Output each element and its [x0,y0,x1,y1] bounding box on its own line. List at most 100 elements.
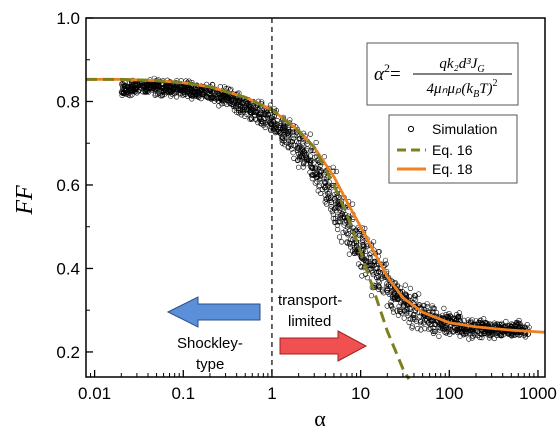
axis-ticks: 0.01 0.1 1 10 100 1000 0.2 0.4 0.6 0.8 1.0 [56,9,557,403]
simulation-point [368,262,374,269]
simulation-point [181,84,187,90]
simulation-point [230,103,236,110]
simulation-point [339,239,345,245]
simulation-point [198,95,204,102]
simulation-point [387,284,393,290]
formula-lhs-exponent: 2 [384,61,390,75]
simulation-point [347,241,353,247]
simulation-point [406,294,413,300]
simulation-point [437,325,443,331]
simulation-point [299,147,305,153]
simulation-point [517,323,523,329]
simulation-point [461,317,467,324]
simulation-point [369,261,375,267]
y-tick-label: 0.8 [56,92,80,111]
simulation-point [308,172,315,178]
simulation-point [514,331,521,338]
simulation-point [332,216,339,222]
simulation-point [379,288,385,294]
simulation-point [313,139,319,146]
simulation-point [174,86,180,92]
simulation-point [318,168,324,174]
simulation-point [148,85,154,91]
simulation-point [316,168,323,174]
simulation-point [280,123,287,129]
simulation-point [466,330,473,336]
simulation-point [268,121,274,127]
simulation-point [132,85,138,91]
simulation-point [316,184,322,190]
simulation-point [457,328,463,334]
shockley-arrow-shape [166,296,261,328]
simulation-point [494,332,500,339]
simulation-point [288,139,294,145]
simulation-point [317,169,324,175]
legend-eq18-label: Eq. 18 [432,161,473,177]
simulation-point [411,312,417,318]
x-axis-title: α [314,406,326,431]
simulation-point [301,148,307,154]
simulation-point [238,103,244,110]
simulation-point [322,180,329,186]
simulation-point [281,132,287,138]
simulation-point [122,90,128,97]
simulation-point [472,332,478,338]
simulation-point [518,322,524,328]
simulation-point [427,322,433,328]
simulation-point [268,118,274,124]
simulation-point [308,164,314,170]
simulation-point [225,85,231,91]
simulation-point [303,161,309,167]
simulation-point [187,86,193,92]
x-tick-label: 0.01 [78,384,111,403]
simulation-point [143,82,149,88]
simulation-point [246,107,253,113]
simulation-point [371,239,377,245]
simulation-point [348,244,354,250]
simulation-point [427,325,434,332]
simulation-point [221,93,227,99]
simulation-point [216,95,222,101]
simulation-point [278,120,284,126]
simulation-point [326,195,332,202]
simulation-point [267,102,274,108]
transport-limited-label-line1: transport- [278,292,342,309]
simulation-point [209,94,215,100]
simulation-point [422,326,428,332]
simulation-point [286,132,292,138]
simulation-point [309,158,315,164]
x-tick-label: 1 [267,384,276,403]
simulation-point [379,275,385,282]
simulation-point [323,201,330,207]
simulation-point [327,197,333,203]
simulation-point [184,86,190,92]
simulation-point [382,257,389,263]
simulation-point [441,305,447,312]
formula-numerator-main: qk₂d³J [439,56,478,72]
simulation-point [297,143,303,149]
simulation-point [335,226,341,233]
formula-lhs-symbol: α [374,64,385,85]
shockley-type-label-line1: Shockley- [177,335,243,352]
simulation-point [430,306,436,312]
simulation-point [472,331,478,337]
simulation-point [374,265,380,271]
formula-numerator-sub: G [477,64,484,75]
simulation-point [267,119,273,126]
simulation-point [376,279,382,285]
simulation-point [370,272,376,278]
simulation-point [280,121,286,127]
simulation-point [261,111,267,118]
simulation-point [424,318,430,324]
simulation-point [499,320,505,326]
simulation-point [521,332,527,338]
simulation-point [265,114,271,121]
simulation-point [157,90,163,96]
simulation-point [150,81,157,87]
simulation-point [250,109,256,115]
simulation-point [368,293,375,299]
simulation-point [189,93,196,99]
simulation-point [339,214,345,221]
simulation-point [384,281,390,287]
